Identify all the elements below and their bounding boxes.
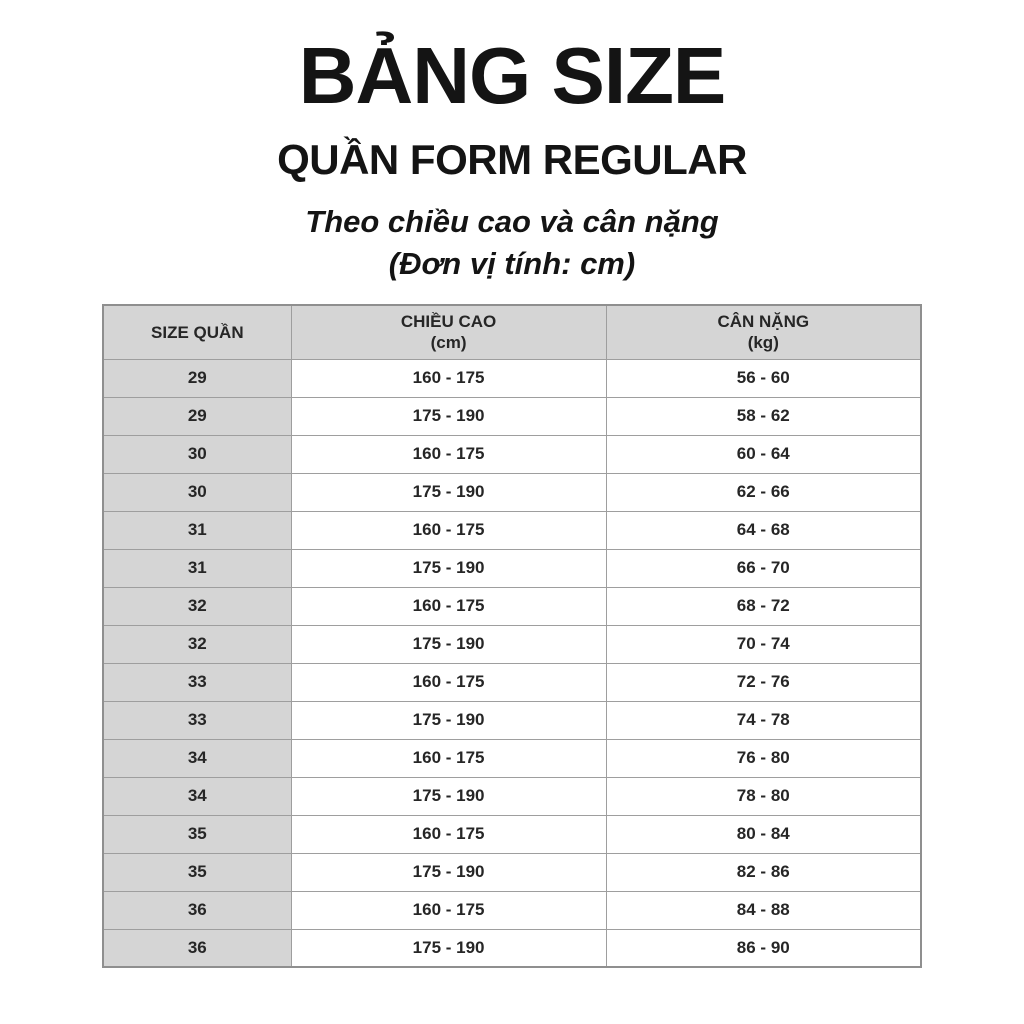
column-header-weight: CÂN NẶNG (kg): [605, 304, 922, 360]
weight-cell: 62 - 66: [605, 472, 922, 512]
weight-cell: 86 - 90: [605, 928, 922, 968]
page-title: BẢNG SIZE: [298, 31, 727, 120]
height-cell: 175 - 190: [290, 700, 607, 740]
size-cell: 29: [102, 396, 292, 436]
table-row: 31 175 - 190 66 - 70: [102, 548, 922, 588]
weight-cell: 66 - 70: [605, 548, 922, 588]
tagline: Theo chiều cao và cân nặng: [305, 204, 719, 239]
table-row: 34 175 - 190 78 - 80: [102, 776, 922, 816]
weight-cell: 74 - 78: [605, 700, 922, 740]
size-cell: 30: [102, 434, 292, 474]
size-cell: 30: [102, 472, 292, 512]
height-cell: 160 - 175: [290, 358, 607, 398]
table-row: 29 175 - 190 58 - 62: [102, 396, 922, 436]
size-table-body: 29 160 - 175 56 - 60 29 175 - 190 58 - 62 30 16…: [102, 358, 922, 968]
size-cell: 36: [102, 890, 292, 930]
weight-cell: 68 - 72: [605, 586, 922, 626]
size-table: SIZE QUẦN CHIỀU CAO (cm) CÂN NẶNG (kg) 2…: [102, 304, 922, 968]
weight-cell: 82 - 86: [605, 852, 922, 892]
height-cell: 175 - 190: [290, 852, 607, 892]
column-label: CÂN NẶNG: [717, 312, 810, 331]
size-cell: 34: [102, 776, 292, 816]
height-cell: 160 - 175: [290, 662, 607, 702]
weight-cell: 80 - 84: [605, 814, 922, 854]
size-cell: 32: [102, 586, 292, 626]
weight-cell: 70 - 74: [605, 624, 922, 664]
size-cell: 33: [102, 700, 292, 740]
height-cell: 175 - 190: [290, 472, 607, 512]
height-cell: 160 - 175: [290, 890, 607, 930]
table-row: 33 175 - 190 74 - 78: [102, 700, 922, 740]
column-unit: (kg): [747, 333, 779, 353]
table-row: 32 160 - 175 68 - 72: [102, 586, 922, 626]
height-cell: 175 - 190: [290, 624, 607, 664]
height-cell: 175 - 190: [290, 548, 607, 588]
height-cell: 160 - 175: [290, 586, 607, 626]
table-row: 30 160 - 175 60 - 64: [102, 434, 922, 474]
size-cell: 34: [102, 738, 292, 778]
page-subtitle: QUẦN FORM REGULAR: [277, 136, 747, 183]
weight-cell: 76 - 80: [605, 738, 922, 778]
size-table-header: SIZE QUẦN CHIỀU CAO (cm) CÂN NẶNG (kg): [102, 304, 922, 360]
table-row: 29 160 - 175 56 - 60: [102, 358, 922, 398]
weight-cell: 58 - 62: [605, 396, 922, 436]
weight-cell: 60 - 64: [605, 434, 922, 474]
height-cell: 160 - 175: [290, 510, 607, 550]
column-header-size: SIZE QUẦN: [102, 304, 292, 360]
unit-note: (Đơn vị tính: cm): [388, 246, 636, 281]
column-unit: (cm): [430, 333, 467, 353]
weight-cell: 72 - 76: [605, 662, 922, 702]
column-header-height: CHIỀU CAO (cm): [290, 304, 607, 360]
table-row: 36 160 - 175 84 - 88: [102, 890, 922, 930]
size-cell: 35: [102, 852, 292, 892]
table-row: 35 160 - 175 80 - 84: [102, 814, 922, 854]
table-row: 32 175 - 190 70 - 74: [102, 624, 922, 664]
table-row: 33 160 - 175 72 - 76: [102, 662, 922, 702]
column-label: SIZE QUẦN: [151, 322, 244, 342]
height-cell: 160 - 175: [290, 434, 607, 474]
height-cell: 175 - 190: [290, 776, 607, 816]
table-row: 35 175 - 190 82 - 86: [102, 852, 922, 892]
header-row: SIZE QUẦN CHIỀU CAO (cm) CÂN NẶNG (kg): [102, 304, 922, 360]
size-cell: 29: [102, 358, 292, 398]
size-cell: 31: [102, 548, 292, 588]
column-label: CHIỀU CAO: [400, 312, 497, 331]
height-cell: 160 - 175: [290, 738, 607, 778]
size-cell: 33: [102, 662, 292, 702]
size-cell: 36: [102, 928, 292, 968]
weight-cell: 84 - 88: [605, 890, 922, 930]
size-cell: 35: [102, 814, 292, 854]
table-row: 30 175 - 190 62 - 66: [102, 472, 922, 512]
table-row: 34 160 - 175 76 - 80: [102, 738, 922, 778]
height-cell: 160 - 175: [290, 814, 607, 854]
height-cell: 175 - 190: [290, 928, 607, 968]
size-cell: 32: [102, 624, 292, 664]
size-cell: 31: [102, 510, 292, 550]
height-cell: 175 - 190: [290, 396, 607, 436]
weight-cell: 78 - 80: [605, 776, 922, 816]
table-row: 31 160 - 175 64 - 68: [102, 510, 922, 550]
weight-cell: 56 - 60: [605, 358, 922, 398]
table-row: 36 175 - 190 86 - 90: [102, 928, 922, 968]
weight-cell: 64 - 68: [605, 510, 922, 550]
